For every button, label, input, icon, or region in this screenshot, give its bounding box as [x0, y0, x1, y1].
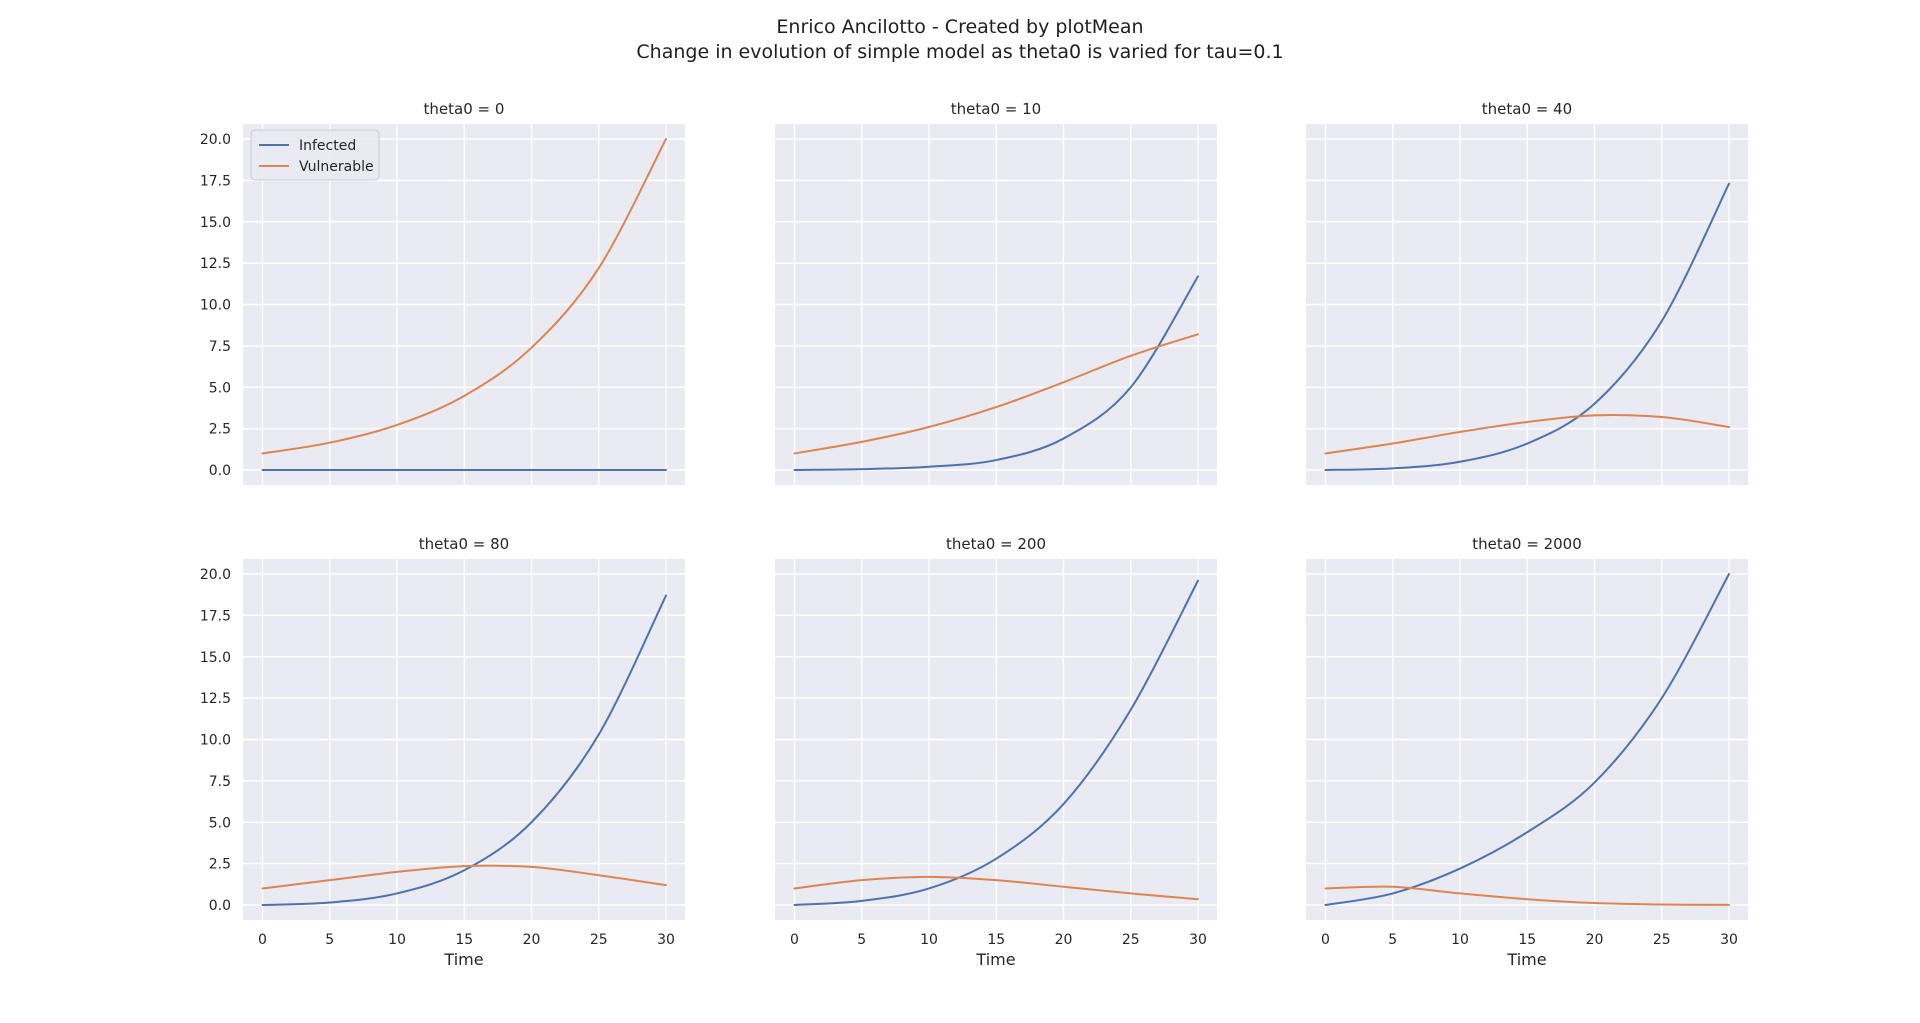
x-tick-label: 25: [590, 932, 608, 948]
figure-title: Enrico Ancilotto - Created by plotMean: [776, 16, 1144, 38]
figure-subtitle: Change in evolution of simple model as t…: [636, 41, 1284, 63]
x-tick-label: 10: [388, 932, 406, 948]
series-line-infected: [1324, 182, 1730, 471]
y-tick-label: 7.5: [209, 339, 231, 355]
x-tick-label: 5: [1388, 932, 1397, 948]
x-tick-label: 10: [920, 932, 938, 948]
legend-label-vulnerable: Vulnerable: [299, 159, 374, 175]
subplot-title: theta0 = 80: [419, 535, 509, 553]
x-tick-label: 25: [1122, 932, 1140, 948]
y-tick-label: 2.5: [209, 857, 231, 873]
series-line-vulnerable: [793, 875, 1199, 901]
subplot-4: theta0 = 80 0.0 2.5 5.0 7.5 10.0 12.5 15.0 17.5 2…: [200, 535, 685, 969]
series-line-infected: [261, 594, 667, 906]
x-axis-label: Time: [975, 950, 1015, 969]
subplot-1: theta0 = 0 0.0 2.5 5.0 7.5 10.0 12.5 15.0 17.5 20…: [200, 100, 685, 485]
y-tick-label: 17.5: [200, 173, 231, 189]
y-tick-label: 5.0: [209, 380, 231, 396]
y-tick-label: 20.0: [200, 567, 231, 583]
x-tick-label: 30: [1720, 932, 1738, 948]
x-tick-label: 0: [258, 932, 267, 948]
legend-box: [250, 129, 380, 181]
x-axis-label: Time: [1506, 950, 1546, 969]
subplot-title: theta0 = 10: [951, 100, 1041, 118]
x-tick-label: 20: [1055, 932, 1073, 948]
x-tick-label: 15: [987, 932, 1005, 948]
subplot-title: theta0 = 0: [424, 100, 505, 118]
legend: Infected Vulnerable: [250, 129, 380, 181]
y-tick-label: 0.0: [209, 898, 231, 914]
series-line-infected: [1324, 573, 1730, 906]
subplot-5: theta0 = 200 0 5 10 15 20 25 30 Time: [775, 535, 1217, 969]
subplot-title: theta0 = 2000: [1472, 535, 1582, 553]
subplot-title: theta0 = 40: [1482, 100, 1572, 118]
y-tick-label: 12.5: [200, 256, 231, 272]
y-tick-label: 0.0: [209, 463, 231, 479]
x-tick-label: 15: [455, 932, 473, 948]
y-tick-label: 10.0: [200, 733, 231, 749]
series-line-vulnerable: [261, 138, 667, 455]
x-tick-label: 0: [790, 932, 799, 948]
x-tick-label: 30: [657, 932, 675, 948]
y-tick-label: 20.0: [200, 132, 231, 148]
series-line-vulnerable: [1324, 885, 1730, 906]
x-axis-label: Time: [443, 950, 483, 969]
series-line-vulnerable: [1324, 414, 1730, 455]
series-line-infected: [793, 579, 1199, 906]
y-tick-label: 10.0: [200, 298, 231, 314]
y-tick-label: 5.0: [209, 815, 231, 831]
x-tick-label: 15: [1518, 932, 1536, 948]
subplot-3: theta0 = 40: [1306, 100, 1748, 485]
series-line-vulnerable: [793, 333, 1199, 455]
subplot-6: theta0 = 2000 0 5 10 15 20 25 30 Time: [1306, 535, 1748, 969]
legend-label-infected: Infected: [299, 138, 356, 154]
y-tick-label: 7.5: [209, 774, 231, 790]
y-tick-label: 15.0: [200, 650, 231, 666]
subplot-title: theta0 = 200: [946, 535, 1046, 553]
x-tick-label: 0: [1321, 932, 1330, 948]
x-tick-label: 5: [325, 932, 334, 948]
x-tick-label: 25: [1653, 932, 1671, 948]
y-tick-label: 15.0: [200, 215, 231, 231]
y-tick-label: 2.5: [209, 422, 231, 438]
x-tick-label: 20: [523, 932, 541, 948]
y-tick-label: 12.5: [200, 691, 231, 707]
x-tick-label: 5: [857, 932, 866, 948]
series-line-vulnerable: [261, 864, 667, 890]
x-tick-label: 30: [1189, 932, 1207, 948]
x-tick-label: 20: [1586, 932, 1604, 948]
subplot-2: theta0 = 10: [775, 100, 1217, 485]
series-line-infected: [793, 275, 1199, 471]
x-tick-label: 10: [1451, 932, 1469, 948]
y-tick-label: 17.5: [200, 608, 231, 624]
